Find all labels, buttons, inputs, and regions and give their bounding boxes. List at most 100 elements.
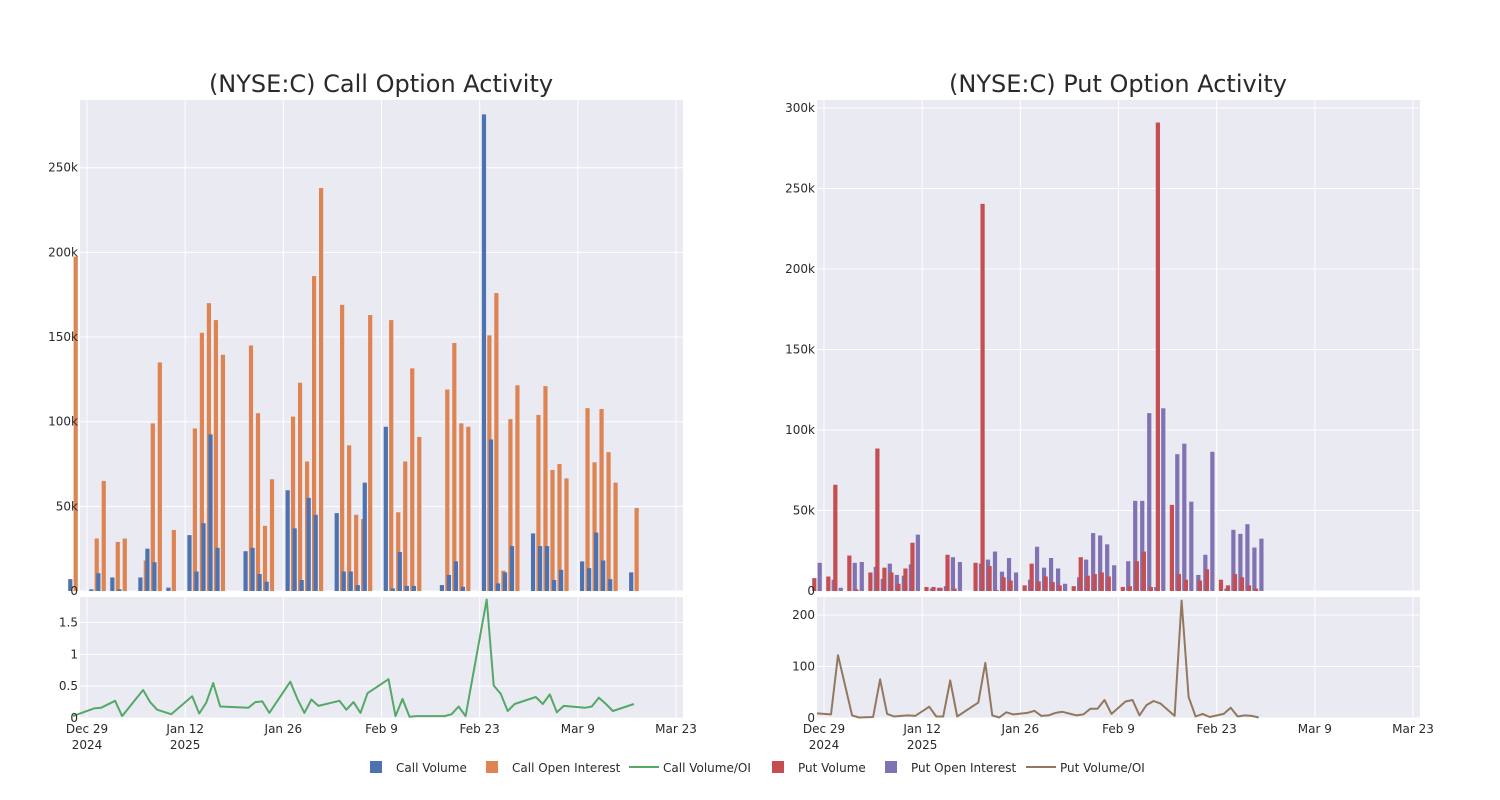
y-tick-label: 0	[807, 584, 815, 598]
volume-bar	[882, 567, 887, 591]
open-interest-bar	[817, 562, 822, 591]
volume-bar	[411, 585, 416, 591]
x-tick-label: Dec 29	[66, 722, 108, 736]
volume-bar	[201, 523, 206, 591]
volume-bar	[215, 547, 220, 591]
volume-bar	[973, 562, 978, 591]
volume-bar	[145, 548, 150, 591]
open-interest-bar	[1189, 501, 1194, 591]
volume-bar	[285, 490, 290, 591]
volume-bar	[924, 586, 929, 591]
volume-bar	[980, 203, 985, 592]
open-interest-bar	[838, 587, 843, 591]
volume-bar	[187, 535, 192, 591]
open-interest-bar	[557, 464, 562, 591]
legend-item: Call Open Interest	[486, 761, 621, 775]
put-chart: 0 50k 100k 150k 200k 250k 300k 0 100 200 Dec 29 20…	[785, 70, 1434, 752]
open-interest-bar	[1063, 583, 1068, 591]
volume-bar	[1106, 576, 1111, 591]
ratio-y-tick-label: 1.5	[59, 615, 78, 629]
open-interest-bar	[368, 315, 373, 591]
volume-bar	[1204, 569, 1210, 591]
call-chart-title: (NYSE:C) Call Option Activity	[209, 70, 553, 98]
open-interest-bar	[634, 508, 639, 591]
y-tick-label: 250k	[48, 161, 78, 175]
open-interest-bar	[1252, 547, 1257, 591]
open-interest-bar	[94, 538, 99, 591]
volume-bar	[1057, 585, 1062, 591]
open-interest-bar	[452, 342, 457, 591]
open-interest-bar	[115, 541, 120, 591]
open-interest-bar	[1048, 557, 1054, 591]
open-interest-bar	[1006, 557, 1012, 591]
volume-bar	[896, 583, 901, 591]
x-tick-label: Jan 26	[264, 722, 303, 736]
open-interest-bar	[494, 293, 499, 591]
volume-bar	[152, 562, 157, 591]
put-ratio-line	[816, 599, 1259, 719]
volume-bar	[629, 572, 634, 591]
open-interest-bar	[262, 525, 268, 591]
open-interest-bar	[199, 332, 204, 591]
open-interest-bar	[213, 320, 219, 591]
open-interest-bar	[340, 304, 345, 591]
volume-bar	[166, 587, 171, 591]
legend-label: Call Volume	[396, 761, 467, 775]
y-tick-label: 150k	[48, 330, 78, 344]
volume-bar	[250, 547, 255, 591]
volume-bar	[1225, 585, 1231, 591]
legend-swatch	[885, 761, 897, 773]
volume-bar	[397, 552, 402, 591]
open-interest-bar	[192, 428, 197, 591]
volume-bar	[608, 579, 613, 591]
open-interest-bar	[297, 382, 303, 591]
open-interest-bar	[459, 423, 464, 591]
call-gridlines	[80, 100, 683, 719]
x-tick-label: Mar 23	[655, 722, 697, 736]
y-tick-label: 300k	[785, 101, 815, 115]
legend-label: Put Volume	[798, 761, 866, 775]
y-tick-label: 200k	[48, 245, 78, 259]
open-interest-bar	[73, 256, 78, 591]
legend-item: Put Open Interest	[885, 761, 1017, 775]
volume-bar	[1071, 586, 1076, 591]
volume-bar	[355, 585, 360, 591]
volume-bar	[559, 569, 564, 591]
volume-bar	[1008, 580, 1013, 591]
volume-bar	[1120, 586, 1125, 591]
open-interest-bar	[1098, 535, 1103, 591]
open-interest-bar	[957, 562, 963, 591]
legend-swatch	[772, 761, 784, 773]
volume-bar	[854, 589, 859, 591]
volume-bar	[1218, 579, 1224, 591]
open-interest-bar	[915, 534, 920, 591]
volume-bar	[481, 114, 487, 591]
volume-bar	[208, 434, 213, 591]
volume-bar	[1078, 557, 1083, 591]
call-y-tick-labels: 0 50k 100k 150k 200k 250k 0 0.5 1 1.5	[48, 161, 78, 725]
y-tick-label: 150k	[785, 343, 815, 357]
open-interest-bar	[1238, 533, 1243, 591]
volume-bar	[292, 528, 297, 591]
volume-bar	[1148, 586, 1153, 591]
volume-bar	[938, 587, 943, 591]
legend-label: Call Open Interest	[512, 761, 621, 775]
volume-oi-ratio-line	[816, 599, 1259, 719]
volume-bar	[1043, 576, 1048, 591]
legend-item: Call Volume	[370, 761, 467, 775]
x-tick-label: Feb 9	[1102, 722, 1135, 736]
y-tick-label: 50k	[793, 504, 815, 518]
volume-bar	[952, 588, 957, 591]
x-tick-label: Feb 23	[459, 722, 499, 736]
open-interest-bar	[564, 478, 569, 591]
volume-bar	[875, 448, 880, 591]
open-interest-bar	[1147, 413, 1152, 591]
call-chart: 0 50k 100k 150k 200k 250k 0 0.5 1 1.5 Dec 29 2024 J…	[48, 70, 697, 752]
volume-bar	[334, 513, 339, 591]
open-interest-bar	[410, 368, 415, 591]
x-tick-label: Feb 23	[1196, 722, 1236, 736]
legend-item: Call Volume/OI	[629, 761, 751, 775]
open-interest-bar	[318, 188, 324, 591]
open-interest-bar	[1091, 533, 1096, 591]
volume-bar	[833, 484, 838, 591]
